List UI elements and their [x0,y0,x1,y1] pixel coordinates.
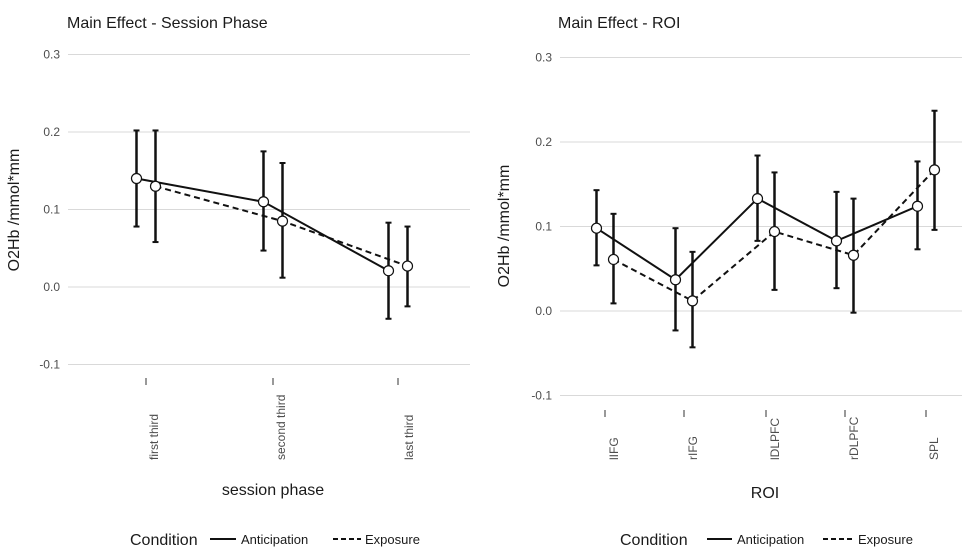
data-point [607,253,620,266]
chart-panel-1: Main Effect - Session Phase 0.3 0.2 0.1 0.0 -… [6,15,470,549]
legend: Condition Anticipation Exposure [130,532,420,549]
data-point [590,222,603,234]
legend-title: Condition [130,532,198,548]
chart-title: Main Effect - ROI [558,15,680,32]
data-point [768,225,781,238]
y-tick-label: 0.2 [43,125,60,139]
legend: Condition Anticipation Exposure [620,532,913,549]
legend-label: Anticipation [737,532,804,547]
x-tick-label: lIFG [607,437,621,460]
data-point [847,249,860,261]
data-point [686,295,699,307]
x-tick-label: rIFG [686,436,700,460]
x-tick-label: last third [402,415,416,460]
chart-panel-2: Main Effect - ROI 0.3 0.2 0.1 0.0 -0.1 O2Hb /m… [496,15,962,549]
data-point [257,196,270,208]
legend-label: Exposure [365,532,420,547]
legend-label: Exposure [858,532,913,547]
y-tick-label: 0.0 [43,280,60,294]
x-tick-label: lDLPFC [768,418,782,460]
y-tick-label: 0.1 [535,220,552,234]
legend-label: Anticipation [241,532,308,547]
data-point [382,265,395,277]
y-tick-label: 0.1 [43,203,60,217]
y-tick-label: -0.1 [39,358,60,372]
data-point [830,235,843,247]
y-tick-label: 0.2 [535,135,552,149]
x-axis-title: ROI [751,485,779,502]
data-point [928,164,941,176]
chart-title: Main Effect - Session Phase [67,15,268,32]
x-axis-title: session phase [222,482,324,499]
x-tick-label: SPL [927,437,941,460]
data-point [401,260,414,272]
y-tick-label: 0.0 [535,304,552,318]
y-axis-title: O2Hb /mmol*mm [6,149,23,272]
x-tick-label: rDLPFC [847,416,861,460]
x-tick-label: first third [147,414,161,460]
x-tick-label: second third [274,395,288,460]
y-tick-label: -0.1 [531,389,552,403]
data-point [149,180,162,192]
data-point [130,172,143,185]
y-axis-title: O2Hb /mmol*mm [496,165,513,288]
data-point [669,274,682,286]
data-point [276,215,289,227]
y-tick-label: 0.3 [43,48,60,62]
data-point [911,200,924,212]
data-point [751,193,764,205]
legend-title: Condition [620,532,688,548]
y-tick-label: 0.3 [535,51,552,65]
